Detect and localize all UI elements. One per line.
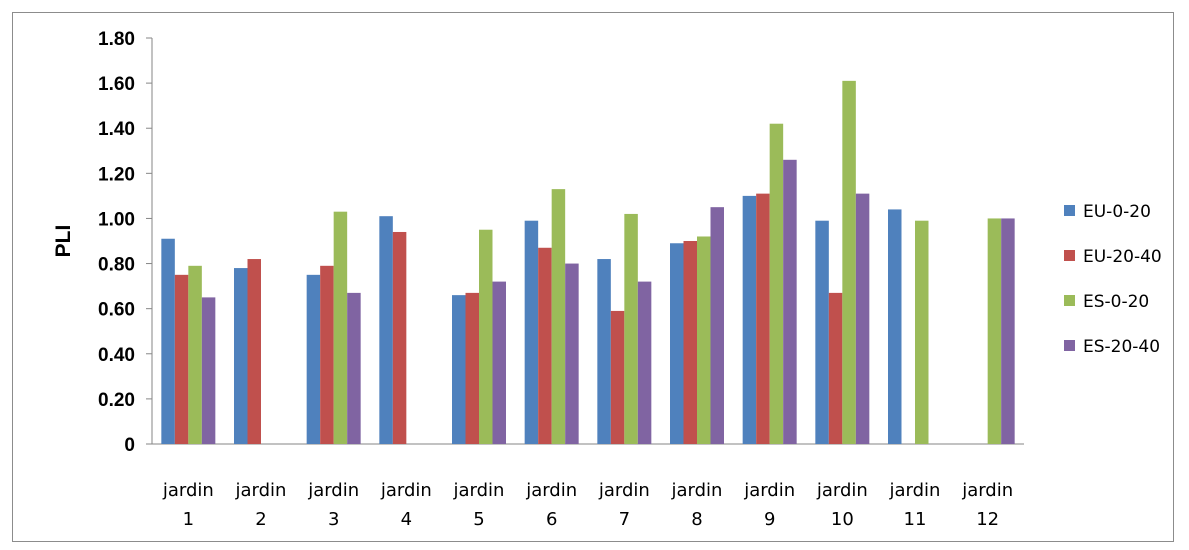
x-tick-label: jardin 5 — [453, 480, 505, 530]
legend-swatch — [1064, 205, 1075, 216]
x-tick-label: jardin 7 — [598, 480, 650, 530]
y-tick-label: 1.60 — [98, 74, 135, 95]
legend-label: EU-0-20 — [1083, 202, 1151, 222]
y-tick-label: 1.00 — [98, 209, 135, 230]
y-axis-ticks: 0 0.20 0.40 0.60 0.80 1.00 1.20 1.40 1.60 1.80 — [98, 29, 152, 456]
bar-eu-20-40 — [828, 292, 843, 444]
x-axis-labels: jardin 1 jardin 2 jardin 3 jardin 4 jardin 5 jardi… — [162, 480, 1013, 530]
bar-es-20-40 — [201, 297, 216, 444]
bar-eu-20-40 — [683, 241, 697, 444]
legend: EU-0-20 EU-20-40 ES-0-20 ES-20-40 — [1064, 202, 1162, 357]
y-tick-label: 1.20 — [98, 164, 135, 185]
y-tick-label: 0.60 — [98, 300, 135, 321]
bar-es-0-20 — [333, 211, 348, 444]
x-tick-label: jardin 9 — [743, 480, 795, 530]
bar-es-0-20 — [987, 218, 1002, 444]
x-tick-label: jardin 4 — [380, 480, 432, 530]
x-tick-label: jardin 3 — [307, 480, 359, 530]
bar-es-20-40 — [565, 263, 579, 444]
y-tick-label: 0.20 — [98, 390, 135, 411]
bar-eu-20-40 — [538, 247, 552, 444]
bar-es-0-20 — [842, 80, 856, 444]
bars — [161, 80, 1015, 445]
bar-eu-0-20 — [742, 195, 757, 444]
bar-eu-20-40 — [247, 259, 261, 444]
bar-eu-20-40 — [320, 265, 334, 444]
bar-eu-20-40 — [610, 310, 625, 444]
bar-es-0-20 — [479, 229, 493, 444]
bar-eu-20-40 — [756, 193, 770, 444]
bar-es-20-40 — [710, 207, 724, 444]
bar-es-0-20 — [915, 220, 929, 444]
legend-label: ES-0-20 — [1083, 292, 1149, 312]
y-tick-label: 0.80 — [98, 255, 135, 276]
y-axis-label: PLI — [52, 225, 75, 258]
bar-eu-0-20 — [379, 216, 393, 444]
bar-eu-0-20 — [452, 295, 466, 444]
bar-es-20-40 — [637, 281, 652, 444]
bar-es-20-40 — [492, 281, 506, 444]
legend-label: EU-20-40 — [1083, 247, 1162, 267]
x-tick-label: jardin 8 — [671, 480, 723, 530]
bar-es-20-40 — [347, 292, 361, 444]
bar-eu-0-20 — [815, 220, 829, 444]
bar-eu-0-20 — [888, 209, 902, 444]
bar-es-20-40 — [1001, 218, 1015, 444]
y-tick-label: 0 — [124, 435, 135, 456]
bar-es-0-20 — [624, 213, 638, 444]
chart-frame — [12, 12, 1174, 542]
axes — [151, 38, 1024, 445]
bar-es-0-20 — [697, 236, 711, 444]
x-tick-label: jardin 11 — [889, 480, 941, 530]
bar-eu-20-40 — [174, 274, 189, 444]
x-tick-label: jardin 10 — [816, 480, 868, 530]
bar-eu-0-20 — [597, 259, 611, 444]
bar-eu-0-20 — [670, 243, 684, 444]
bar-eu-0-20 — [161, 238, 175, 444]
bar-eu-0-20 — [234, 268, 248, 444]
x-tick-label: jardin 2 — [235, 480, 287, 530]
bar-es-0-20 — [551, 189, 566, 444]
bar-eu-0-20 — [524, 220, 539, 444]
legend-swatch — [1064, 340, 1075, 351]
bar-es-0-20 — [769, 123, 784, 444]
bar-eu-20-40 — [465, 292, 479, 444]
bar-es-0-20 — [188, 265, 202, 444]
y-tick-label: 1.40 — [98, 119, 135, 140]
bar-eu-0-20 — [306, 274, 321, 444]
x-tick-label: jardin 1 — [162, 480, 214, 530]
x-tick-label: jardin 12 — [961, 480, 1013, 530]
x-tick-label: jardin 6 — [525, 480, 577, 530]
y-tick-label: 1.80 — [98, 29, 135, 50]
bar-es-20-40 — [783, 159, 797, 445]
bar-es-20-40 — [855, 193, 870, 444]
legend-label: ES-20-40 — [1083, 337, 1160, 357]
legend-swatch — [1064, 250, 1075, 261]
legend-swatch — [1064, 295, 1075, 306]
bar-eu-20-40 — [392, 231, 407, 444]
y-tick-label: 0.40 — [98, 345, 135, 366]
